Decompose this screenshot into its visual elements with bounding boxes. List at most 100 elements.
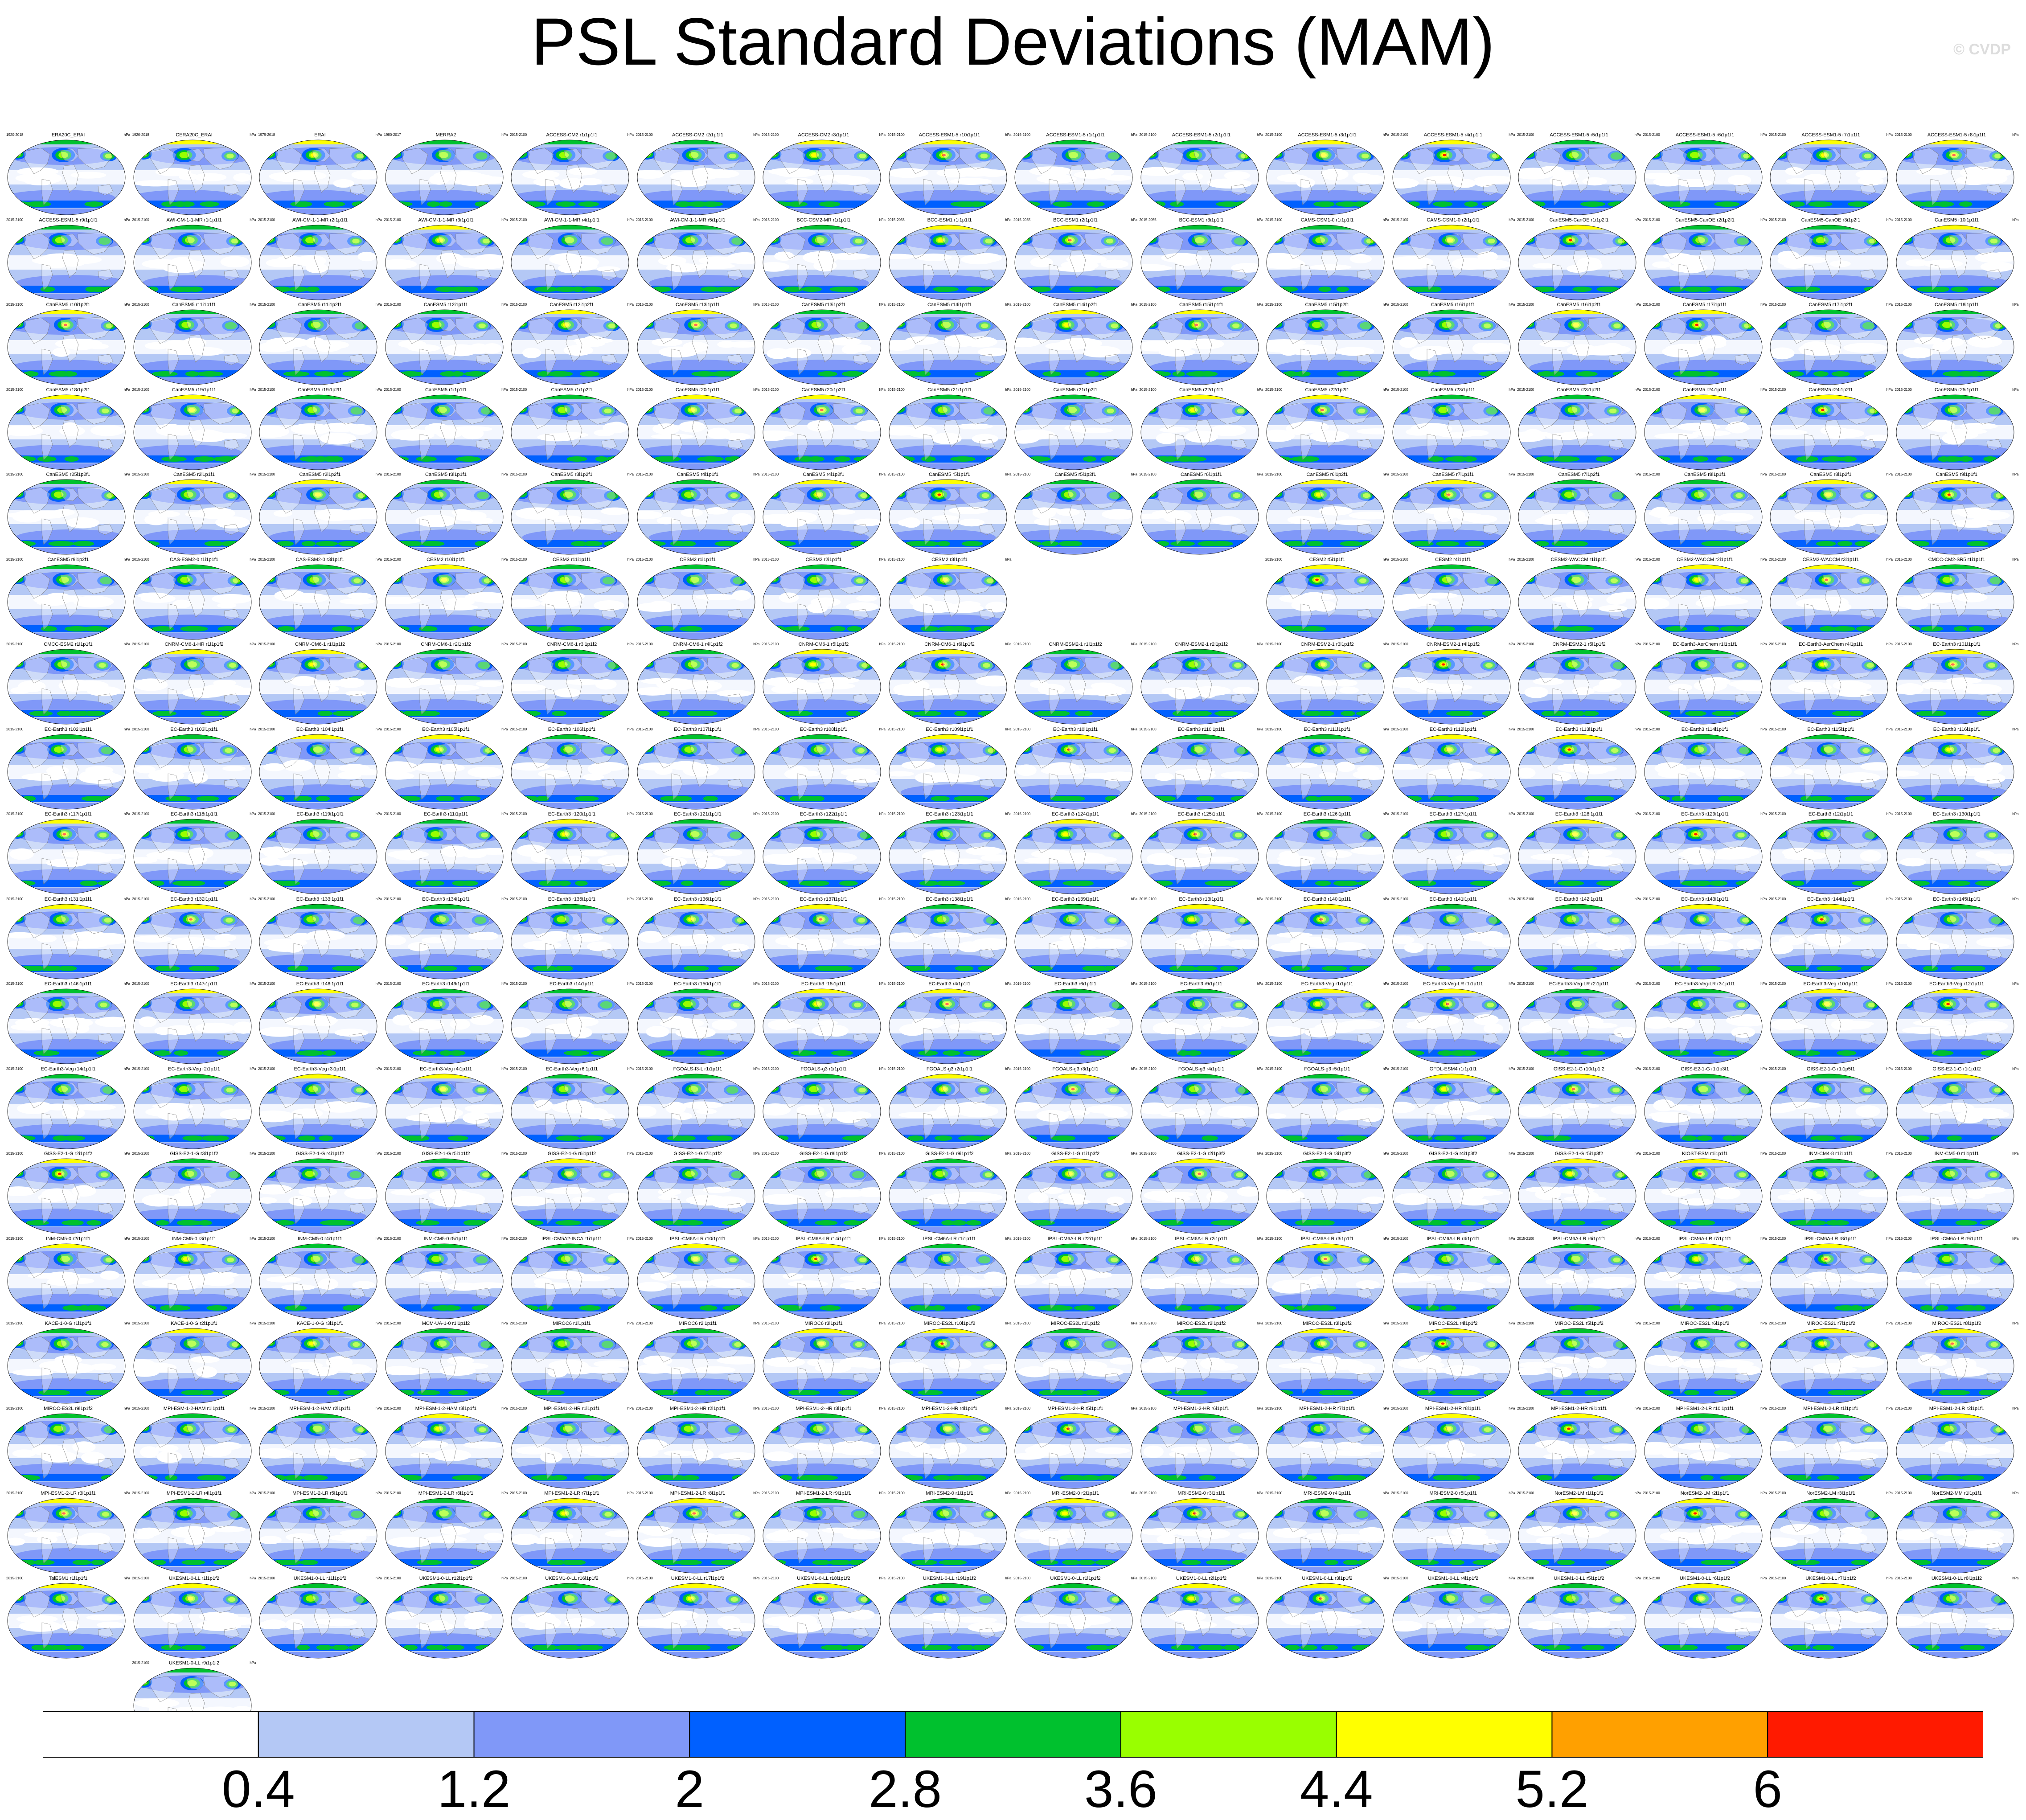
map-panel: GISS-E2-1-G r3i1p1f2 2015-2100 hPa xyxy=(132,1151,256,1238)
panel-years: 2015-2100 xyxy=(1643,1152,1660,1156)
panel-title: EC-Earth3 r10i1p1f1 xyxy=(1053,726,1098,732)
panel-units: hPa xyxy=(1886,982,1893,986)
panel-title: EC-Earth3 r103i1p1f1 xyxy=(170,726,218,732)
robinson-map xyxy=(133,394,251,470)
panel-years: 2015-2100 xyxy=(1265,217,1283,222)
panel-years: 2015-2100 xyxy=(6,557,24,562)
panel-years: 2015-2100 xyxy=(1265,897,1283,901)
panel-units: hPa xyxy=(1634,642,1641,646)
panel-units: hPa xyxy=(250,1321,256,1325)
panel-title: EC-Earth3 r6i1p1f1 xyxy=(1054,981,1097,987)
map-panel: CanESM5 r21i1p2f1 2015-2100 hPa xyxy=(1013,387,1137,474)
map-panel: CAS-ESM2-0 r3i1p1f1 2015-2100 hPa xyxy=(258,557,382,644)
panel-units: hPa xyxy=(1382,1321,1389,1325)
panel-years: 2015-2100 xyxy=(6,897,24,901)
panel-units: hPa xyxy=(1257,387,1263,392)
robinson-map xyxy=(1518,479,1636,555)
map-panel: MERRA2 1980-2017 hPa xyxy=(384,132,508,219)
map-panel: UKESM1-0-LL r19i1p1f2 2015-2100 hPa xyxy=(888,1575,1012,1663)
panel-years: 2015-2100 xyxy=(762,812,779,816)
colorbar-tick-label: 2.8 xyxy=(869,1760,942,1819)
panel-title: CanESM5 r5i1p2f1 xyxy=(1054,472,1096,477)
panel-title: KIOST-ESM r1i1p1f1 xyxy=(1682,1151,1728,1156)
robinson-map xyxy=(889,309,1007,385)
panel-units: hPa xyxy=(1634,1236,1641,1241)
panel-title: EC-Earth3-Veg r6i1p1f1 xyxy=(545,1066,598,1072)
map-panel: BCC-ESM1 r1i1p1f1 2015-2055 hPa xyxy=(888,217,1012,304)
panel-title: CESM2-WACCM r1i1p1f1 xyxy=(1550,557,1608,562)
panel-years: 2015-2100 xyxy=(6,1321,24,1325)
panel-title: EC-Earth3 r143i1p1f1 xyxy=(1681,896,1729,902)
panel-years: 2015-2100 xyxy=(1517,727,1534,731)
panel-units: hPa xyxy=(1382,1066,1389,1071)
panel-title: CAMS-CSM1-0 r2i1p1f1 xyxy=(1427,217,1480,223)
robinson-map xyxy=(1896,819,2014,894)
panel-title: CMCC-CM2-SR5 r1i1p1f1 xyxy=(1928,557,1985,562)
panel-title: MRI-ESM2-0 r2i1p1f1 xyxy=(1051,1491,1099,1496)
robinson-map xyxy=(889,1328,1007,1404)
panel-years: 2015-2100 xyxy=(258,387,275,392)
map-panel: EC-Earth3 r133i1p1f1 2015-2100 hPa xyxy=(258,896,382,984)
panel-title: UKESM1-0-LL r3i1p1f2 xyxy=(1302,1575,1353,1581)
robinson-map xyxy=(259,225,377,300)
panel-years: 2015-2100 xyxy=(887,1152,905,1156)
panel-title: CanESM5 r25i1p1f1 xyxy=(1934,387,1979,393)
map-panel: IPSL-CM6A-LR r10i1p1f1 2015-2100 hPa xyxy=(636,1236,760,1323)
robinson-map xyxy=(7,139,126,215)
robinson-map xyxy=(1770,1158,1888,1234)
panel-years: 2015-2100 xyxy=(1265,1066,1283,1071)
panel-units: hPa xyxy=(1760,303,1767,307)
panel-title: CanESM5 r16i1p1f1 xyxy=(1431,302,1476,307)
panel-years: 2015-2100 xyxy=(384,1152,401,1156)
robinson-map xyxy=(133,479,251,555)
map-panel: MPI-ESM1-2-LR r1i1p1f1 2015-2100 hPa xyxy=(1769,1406,1893,1493)
panel-years: 2015-2100 xyxy=(636,387,653,392)
panel-years: 2015-2100 xyxy=(510,982,527,986)
panel-years: 2015-2100 xyxy=(636,1236,653,1241)
robinson-map xyxy=(1266,904,1385,979)
panel-units: hPa xyxy=(1760,557,1767,562)
robinson-map xyxy=(7,1413,126,1488)
panel-title: CanESM5 r19i1p2f1 xyxy=(298,387,342,393)
map-panel: MIROC-ES2L r4i1p1f2 2015-2100 hPa xyxy=(1391,1320,1515,1408)
robinson-map xyxy=(259,564,377,639)
map-panel: CanESM5 r16i1p2f1 2015-2100 hPa xyxy=(1517,302,1641,389)
panel-title: CanESM5 r22i1p2f1 xyxy=(1305,387,1349,393)
panel-years: 2015-2100 xyxy=(1895,982,1912,986)
map-panel: EC-Earth3 r142i1p1f1 2015-2100 hPa xyxy=(1517,896,1641,984)
panel-title: CNRM-CM6-1 r5i1p1f2 xyxy=(798,642,849,647)
map-panel: MRI-ESM2-0 r5i1p1f1 2015-2100 hPa xyxy=(1391,1490,1515,1578)
robinson-map xyxy=(7,1498,126,1574)
map-panel: CanESM5 r9i1p2f1 2015-2100 hPa xyxy=(6,557,130,644)
colorbar-segment xyxy=(1551,1711,1768,1758)
robinson-map xyxy=(1140,904,1259,979)
robinson-map xyxy=(1770,1243,1888,1319)
panel-years: 2015-2100 xyxy=(1643,812,1660,816)
panel-title: MIROC-ES2L r4i1p1f2 xyxy=(1428,1321,1478,1326)
panel-title: EC-Earth3-Veg-LR r2i1p1f1 xyxy=(1549,981,1609,987)
panel-title: CanESM5 r8i1p2f1 xyxy=(1810,472,1852,477)
panel-units: hPa xyxy=(1257,303,1263,307)
robinson-map xyxy=(1140,479,1259,555)
panel-title: EC-Earth3 r133i1p1f1 xyxy=(296,896,344,902)
robinson-map xyxy=(1266,1498,1385,1574)
panel-units: hPa xyxy=(753,1406,760,1410)
panel-title: CanESM5 r3i1p1f1 xyxy=(425,472,467,477)
robinson-map xyxy=(1644,819,1762,894)
panel-years: 2015-2100 xyxy=(1769,1406,1786,1410)
robinson-map xyxy=(511,309,629,385)
robinson-map xyxy=(763,904,881,979)
robinson-map xyxy=(259,819,377,894)
robinson-map xyxy=(889,1074,1007,1149)
panel-years: 2015-2100 xyxy=(1265,1576,1283,1580)
panel-units: hPa xyxy=(1005,982,1012,986)
robinson-map xyxy=(637,139,755,215)
panel-years: 2015-2100 xyxy=(510,1491,527,1495)
map-panel: CESM2 r2i1p1f1 2015-2100 hPa xyxy=(762,557,886,644)
panel-years: 2015-2100 xyxy=(258,303,275,307)
panel-title: CanESM5 r2i1p2f1 xyxy=(299,472,341,477)
robinson-map xyxy=(763,309,881,385)
robinson-map xyxy=(637,1498,755,1574)
robinson-map xyxy=(889,1498,1007,1574)
colorbar-labels: 0.4 1.2 2 2.8 3.6 4.4 5.2 6 xyxy=(0,1760,2026,1818)
